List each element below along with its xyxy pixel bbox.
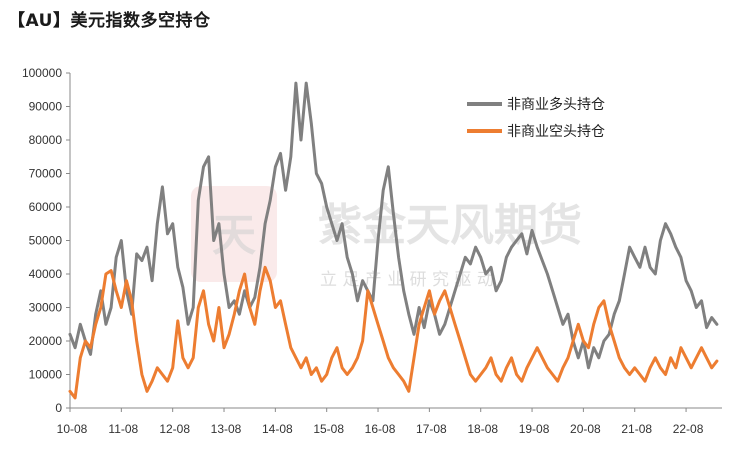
x-tick-label: 19-08: [519, 422, 550, 436]
legend-label-short: 非商业空头持仓: [507, 124, 605, 140]
x-tick-label: 16-08: [365, 422, 396, 436]
legend: 非商业多头持仓 非商业空头持仓: [467, 96, 605, 140]
x-tick-label: 22-08: [673, 422, 704, 436]
series-line-short: [68, 265, 719, 400]
y-tick-label: 60000: [29, 200, 63, 214]
y-axis-ticks: 0 10000 20000 30000 40000 50000 60000 70000 8000…: [22, 66, 70, 415]
y-tick-label: 0: [55, 401, 62, 415]
y-tick-label: 80000: [29, 133, 63, 147]
x-tick-label: 17-08: [416, 422, 447, 436]
x-tick-label: 18-08: [467, 422, 498, 436]
y-tick-label: 30000: [29, 301, 63, 315]
x-tick-label: 20-08: [570, 422, 601, 436]
y-tick-label: 50000: [29, 234, 63, 248]
series-line-long: [68, 81, 719, 370]
x-tick-label: 10-08: [57, 422, 88, 436]
x-tick-label: 21-08: [621, 422, 652, 436]
x-axis-ticks: 10-08 11-08 12-08 13-08 14-08 15-08 16-08 17-08…: [57, 408, 704, 436]
y-tick-label: 40000: [29, 267, 63, 281]
y-tick-label: 10000: [29, 368, 63, 382]
y-tick-label: 20000: [29, 334, 63, 348]
watermark-slogan: 立 足 产 业 研 究 驱 动: [320, 270, 494, 290]
y-tick-label: 90000: [29, 100, 63, 114]
y-tick-label: 70000: [29, 167, 63, 181]
x-tick-label: 13-08: [211, 422, 242, 436]
x-tick-label: 12-08: [159, 422, 190, 436]
x-tick-label: 14-08: [262, 422, 293, 436]
series-layer: [68, 81, 719, 400]
watermark-company: 紫金天风期货: [318, 200, 582, 251]
y-tick-label: 100000: [22, 66, 62, 80]
x-tick-label: 11-08: [108, 422, 138, 436]
legend-label-long: 非商业多头持仓: [507, 96, 605, 113]
x-tick-label: 15-08: [313, 422, 344, 436]
page-title: 【AU】美元指数多空持仓: [8, 11, 211, 31]
